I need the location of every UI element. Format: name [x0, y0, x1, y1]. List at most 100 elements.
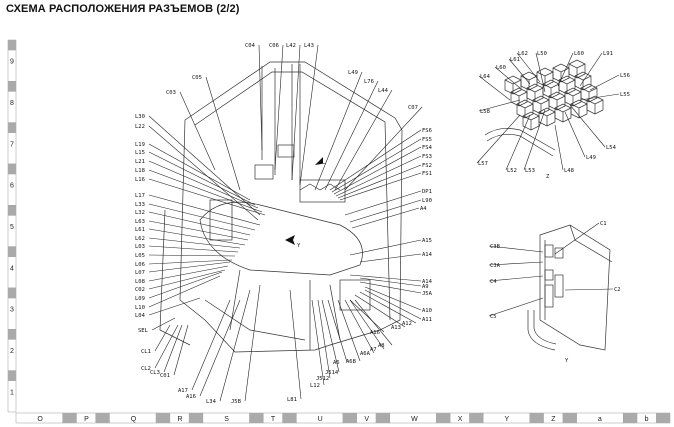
view-z-leader-line: [557, 52, 574, 87]
main-view-callout-label: L12: [310, 383, 320, 389]
ruler-hatch: [375, 413, 390, 423]
main-view-callout-label: CL3: [150, 370, 160, 376]
main-view-callout-label: L22: [135, 124, 145, 130]
main-view-callout-label: FS4: [422, 145, 433, 151]
view-y-leader-line: [488, 297, 544, 317]
main-view-leader-line: [349, 239, 422, 256]
main-view-leader-line: [339, 172, 422, 201]
main-view-callout-label: SEL: [138, 328, 149, 334]
view-z-callout-label: L91: [603, 51, 613, 57]
ruler-column-label: S: [224, 416, 229, 423]
ruler-column-label: a: [598, 416, 602, 423]
main-view-callout-label: A9: [422, 284, 429, 290]
view-z-leader-line: [478, 99, 521, 112]
view-y-caption: Y: [565, 358, 569, 364]
main-view-callout-label: L49: [348, 70, 358, 76]
ruler-row-label: 3: [10, 307, 14, 314]
main-view-callout-label: A14: [422, 279, 433, 285]
main-view-leader-line: [359, 281, 422, 294]
harness: [484, 128, 556, 157]
view-z-callout-label: L58: [480, 109, 490, 115]
ruler-hatch: [655, 413, 670, 423]
main-view-leader-line: [148, 178, 266, 216]
ruler-column-label: V: [364, 416, 369, 423]
main-view-leader-line: [173, 324, 189, 376]
main-view-callout-label: FS5: [422, 137, 432, 143]
connector-cube: [536, 67, 554, 87]
main-view-leader-line: [148, 275, 221, 308]
main-view-callout-label: L62: [135, 236, 145, 242]
main-view-leader-line: [349, 299, 385, 350]
main-view-leader-line: [148, 269, 226, 290]
page-title: СХЕМА РАСПОЛОЖЕНИЯ РАЗЪЕМОВ (2/2): [6, 3, 240, 15]
main-view-callout-label: C06: [269, 43, 279, 49]
ruler-row-label: 4: [10, 265, 14, 272]
view-z-callout-label: L49: [586, 155, 596, 161]
ruler-row-label: 9: [10, 59, 14, 66]
view-z-callout-label: L60: [574, 51, 584, 57]
main-view-leader-line: [349, 274, 422, 282]
ruler-hatch: [623, 413, 638, 423]
ruler-column-label: T: [271, 416, 276, 423]
view-z-callout-label: L64: [480, 74, 491, 80]
main-view-callout-label: L81: [287, 397, 297, 403]
main-view-leader-line: [148, 228, 246, 246]
main-view-leader-line: [154, 324, 179, 369]
connector-cube: [522, 111, 540, 131]
view-z-leader-line: [494, 66, 521, 89]
main-view-leader-line: [148, 245, 239, 253]
view-z-callout-label: L52: [507, 168, 517, 174]
main-view-callout-label: FS2: [422, 163, 432, 169]
view-y-callout-label: C1: [600, 221, 607, 227]
arrow-y-label: Y: [297, 243, 301, 249]
main-view-callout-label: A8: [378, 343, 385, 349]
view-y-leader-line: [564, 288, 614, 291]
main-view-leader-line: [191, 299, 231, 391]
ruler-hatch: [469, 413, 484, 423]
connector-cube: [558, 75, 576, 95]
main-view-callout-label: A6A: [360, 351, 371, 357]
main-view-leader-line: [199, 299, 241, 397]
ruler-hatch: [8, 40, 16, 51]
ruler-row-label: 7: [10, 141, 14, 148]
main-view-leader-line: [148, 271, 223, 299]
main-view-callout-label: L34: [206, 399, 217, 405]
view-z-callout-label: L50: [537, 51, 547, 57]
main-view-callout-label: L76: [364, 79, 374, 85]
main-view-leader-line: [349, 299, 385, 333]
view-z-leader-line: [516, 52, 541, 83]
view-z-arrow-icon: [315, 157, 327, 165]
main-view-leader-line: [148, 237, 241, 249]
view-y-callout-label: C3B: [490, 244, 501, 250]
main-view-leader-line: [274, 44, 284, 171]
main-view-callout-label: L30: [135, 114, 145, 120]
connector-cube: [504, 75, 522, 95]
main-view-callout-label: L15: [135, 150, 145, 156]
ruler-column-label: P: [84, 416, 89, 423]
main-view-leader-line: [179, 91, 216, 171]
main-view-leader-line: [151, 317, 176, 331]
main-view-callout-label: J514: [325, 370, 339, 376]
main-view-leader-line: [314, 71, 363, 191]
main-view-leader-line: [364, 289, 422, 320]
ruler-hatch: [282, 413, 297, 423]
main-view-callout-label: L04: [135, 313, 146, 319]
view-y-leader-line: [554, 222, 600, 255]
view-z-callout-label: L60: [496, 65, 506, 71]
main-view-leader-line: [321, 299, 340, 373]
main-view-callout-label: L42: [286, 43, 296, 49]
main-view-callout-label: C03: [166, 90, 176, 96]
view-y-callout-label: C3A: [490, 263, 501, 269]
view-z-callout-label: L61: [510, 57, 520, 63]
connector-cube: [568, 59, 586, 79]
ruler-column-label: O: [37, 416, 43, 423]
view-y-callout-label: C2: [614, 287, 621, 293]
main-view-leader-line: [163, 324, 183, 373]
ruler-column-label: X: [458, 416, 463, 423]
ruler-hatch: [8, 288, 16, 299]
ruler-hatch: [8, 370, 16, 381]
view-z-leader-line: [579, 52, 603, 87]
main-view-callout-label: A14: [422, 252, 433, 258]
main-view-callout-label: C04: [245, 43, 256, 49]
